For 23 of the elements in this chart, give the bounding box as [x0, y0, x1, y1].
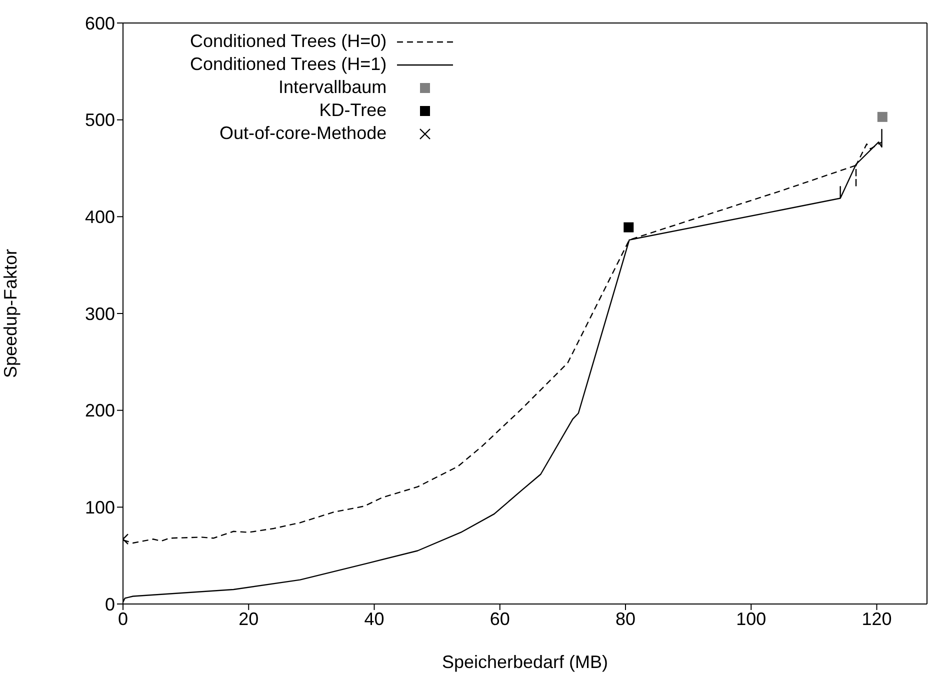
x-tick-label: 40	[364, 608, 384, 629]
legend-label: Conditioned Trees (H=0)	[190, 31, 387, 52]
y-tick-label: 0	[104, 594, 115, 614]
legend-label: KD-Tree	[319, 100, 387, 121]
y-tick-label: 100	[84, 498, 115, 518]
y-tick-label: 400	[84, 207, 115, 228]
y-tick-label: 500	[84, 110, 115, 130]
y-tick-label: 200	[84, 400, 115, 421]
legend-label: Intervallbaum	[278, 77, 387, 98]
x-tick-label: 80	[615, 608, 636, 629]
legend-label: Conditioned Trees (H=1)	[190, 54, 387, 75]
y-tick-label: 600	[84, 13, 115, 34]
point	[877, 112, 888, 122]
y-tick-label: 300	[84, 304, 115, 324]
y-axis-title: Speedup-Faktor	[0, 248, 20, 378]
x-tick-label: 20	[238, 608, 259, 629]
x-tick-label: 60	[490, 608, 510, 629]
x-axis-title: Speicherbedarf (MB)	[442, 652, 608, 672]
x-tick-label: 100	[736, 608, 766, 629]
x-tick-label: 120	[862, 608, 892, 629]
x-tick-label: 0	[118, 608, 128, 629]
point	[624, 222, 634, 232]
legend-label: Out-of-core-Methode	[220, 123, 387, 144]
